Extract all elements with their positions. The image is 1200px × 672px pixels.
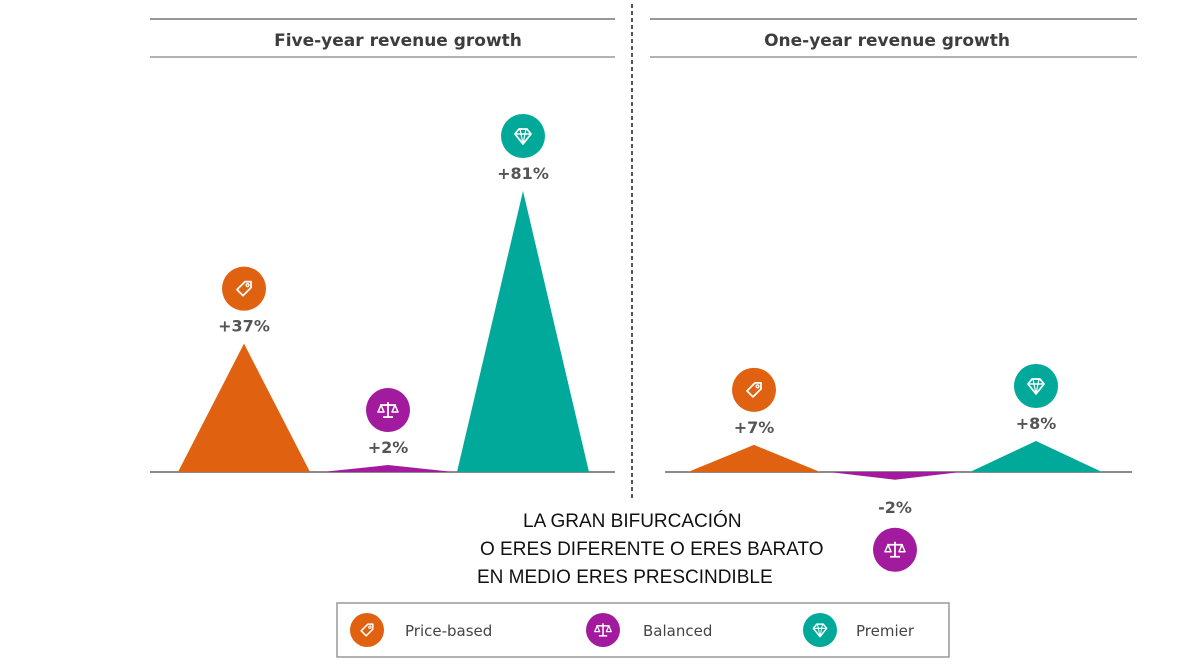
caption-text: LA GRAN BIFURCACIÓN O ERES DIFERENTE O E… xyxy=(470,508,850,592)
legend-item-premier: Premier xyxy=(803,613,915,647)
caption-line-3: EN MEDIO ERES PRESCINDIBLE xyxy=(477,567,773,588)
value-label: +81% xyxy=(497,164,549,183)
balance-scale-icon xyxy=(873,527,917,572)
value-label: +2% xyxy=(368,438,409,457)
value-label: +37% xyxy=(218,317,270,336)
legend-label: Price-based xyxy=(405,622,492,640)
diamond-icon xyxy=(803,613,837,647)
peak-premier xyxy=(457,191,589,472)
panel-title-five-year: Five-year revenue growth xyxy=(274,31,522,51)
legend-label: Balanced xyxy=(643,622,712,640)
icon-badge xyxy=(501,114,545,158)
diamond-icon xyxy=(1014,364,1058,408)
panel-title-one-year: One-year revenue growth xyxy=(764,31,1010,51)
peak-balanced xyxy=(829,472,961,480)
panel-header-one-year: One-year revenue growth xyxy=(650,18,1137,58)
value-label: +8% xyxy=(1016,414,1057,433)
value-label: -2% xyxy=(878,498,912,517)
balance-scale-icon xyxy=(366,388,410,433)
value-label: +7% xyxy=(734,418,775,437)
icon-badge xyxy=(222,266,266,311)
legend: Price-based Balanced Premier xyxy=(336,602,950,658)
price-tag-icon xyxy=(350,613,384,647)
legend-item-price-based: Price-based xyxy=(350,613,492,647)
price-tag-icon xyxy=(732,367,776,412)
caption-line-1: LA GRAN BIFURCACIÓN xyxy=(523,511,742,532)
peak-price-based xyxy=(688,444,820,472)
peak-balanced xyxy=(322,465,454,472)
caption-line-2: O ERES DIFERENTE O ERES BARATO xyxy=(480,539,824,560)
legend-box xyxy=(336,602,950,658)
chart-marks: +37% +2% +81% +7% -2% +8% xyxy=(178,114,1102,572)
icon-badge xyxy=(1014,364,1058,408)
peak-price-based xyxy=(178,343,310,472)
price-tag-icon xyxy=(222,266,266,311)
panel-header-five-year: Five-year revenue growth xyxy=(150,18,615,58)
diamond-icon xyxy=(501,114,545,158)
legend-item-balanced: Balanced xyxy=(586,613,712,647)
legend-label: Premier xyxy=(856,622,915,640)
peak-premier xyxy=(970,441,1102,472)
icon-badge xyxy=(732,367,776,412)
